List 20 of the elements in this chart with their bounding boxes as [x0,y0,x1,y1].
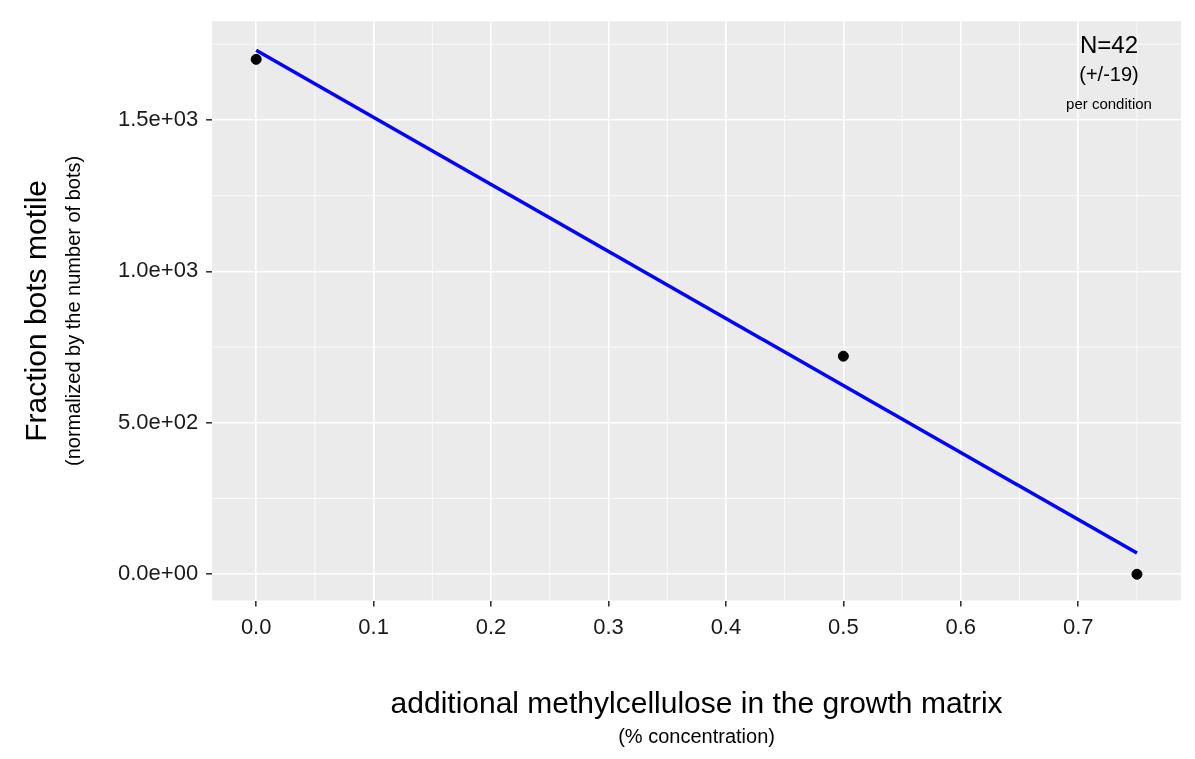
x-tick-label: 0.3 [593,613,624,639]
x-tick-label: 0.1 [358,613,389,639]
point [250,53,262,65]
x-tick-label: 0.5 [828,613,859,639]
y-tick-label: 0.0e+00 [118,560,199,586]
x-tick-label: 0.6 [945,613,977,639]
x-tick-label: 0.0 [240,613,272,639]
x-tick-label: 0.4 [710,613,742,639]
y-tick-label: 5.0e+02 [118,408,199,434]
x-axis-title: additional methylcellulose in the growth matrix (% concentration) [390,685,1003,747]
x-tick-label: 0.7 [1062,613,1094,639]
y-axis-title: Fraction bots motile (normalized by the number of bots) [19,155,84,466]
y-tick-label: 1.0e+03 [118,257,199,283]
x-tick-label: 0.2 [475,613,507,639]
y-tick-label: 1.5e+03 [118,106,199,131]
point [1131,568,1143,580]
annotation: N=42 [1079,31,1139,59]
point [837,350,849,362]
annotation: (+/-19) [1079,63,1139,86]
annotation: per condition [1066,95,1152,113]
